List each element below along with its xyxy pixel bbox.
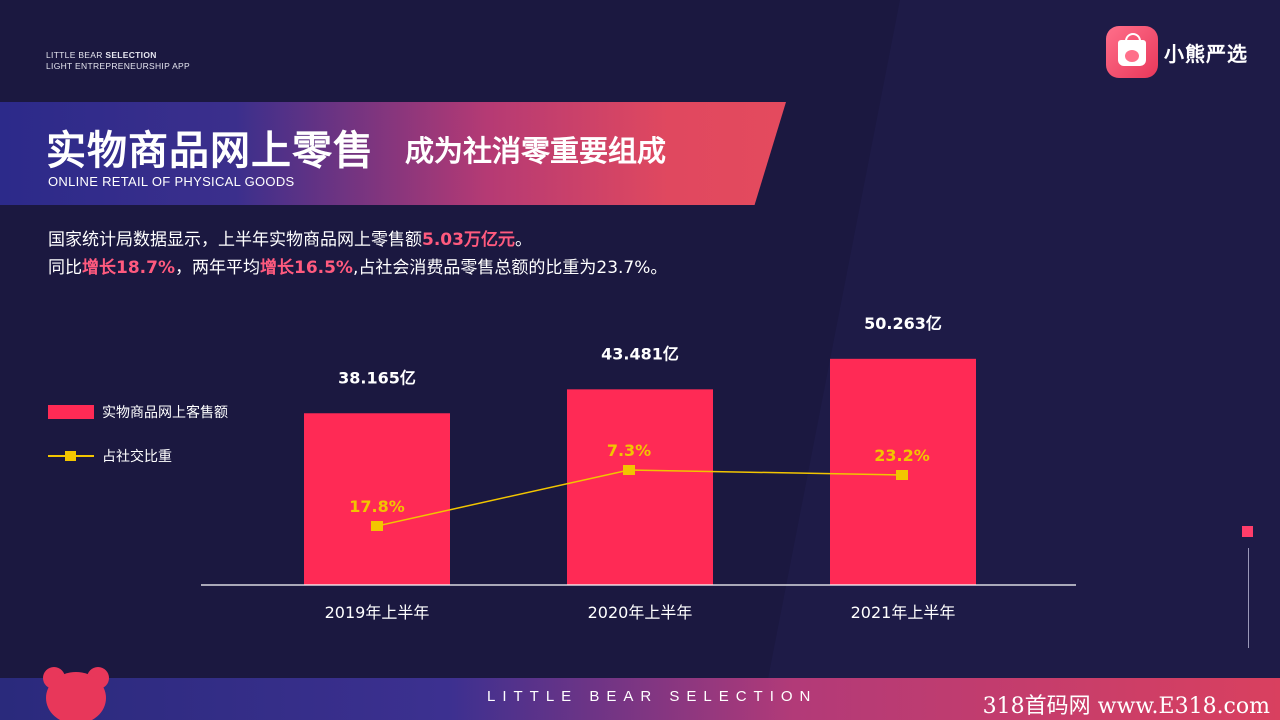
- shopping-bag-icon: [1106, 26, 1158, 78]
- line-point: [371, 521, 383, 531]
- desc-text: 国家统计局数据显示，上半年实物商品网上零售额: [48, 230, 422, 250]
- bar-value-label: 38.165亿: [338, 368, 416, 387]
- bar-1: [304, 413, 450, 585]
- desc-text: ，两年平均: [174, 258, 260, 278]
- legend-bar-swatch: [48, 405, 94, 419]
- desc-text: 同比: [48, 258, 82, 278]
- watermark: 318首码网 www.E318.com: [982, 694, 1270, 719]
- brand-line1-bold: SELECTION: [105, 50, 157, 60]
- description: 国家统计局数据显示，上半年实物商品网上零售额5.03万亿元。 同比增长18.7%…: [48, 226, 667, 282]
- page-subtitle: 成为社消零重要组成: [405, 134, 667, 168]
- desc-text: ,占社会消费品零售总额的比重为23.7%。: [352, 258, 668, 278]
- bar-value-label: 43.481亿: [601, 344, 679, 363]
- bear-head-icon: [43, 667, 109, 720]
- x-tick-label: 2021年上半年: [851, 603, 956, 622]
- line-value-label: 17.8%: [349, 497, 405, 516]
- brand-line2: LIGHT ENTREPRENEURSHIP APP: [46, 61, 190, 71]
- brand-line1: LITTLE BEAR: [46, 50, 106, 60]
- desc-highlight-average: 增长16.5%: [259, 258, 353, 278]
- line-value-label: 23.2%: [874, 446, 930, 465]
- legend-item-bar: 实物商品网上客售额: [48, 402, 228, 422]
- x-tick-label: 2020年上半年: [588, 603, 693, 622]
- app-name: 小熊严选: [1164, 41, 1248, 66]
- legend-item-line: 占社交比重: [48, 446, 228, 466]
- footer-text: LITTLE BEAR SELECTION: [487, 688, 818, 705]
- title-banner: [0, 102, 786, 205]
- brand-tagline: LITTLE BEAR SELECTION LIGHT ENTREPRENEUR…: [46, 50, 190, 72]
- legend-line-label: 占社交比重: [102, 449, 172, 465]
- line-point: [623, 465, 635, 475]
- app-logo: 小熊严选: [1106, 26, 1248, 78]
- bar-2: [567, 389, 713, 585]
- desc-highlight-growth: 增长18.7%: [82, 258, 175, 278]
- x-tick-label: 2019年上半年: [325, 603, 430, 622]
- title-english: ONLINE RETAIL OF PHYSICAL GOODS: [48, 174, 295, 189]
- desc-highlight-amount: 5.03万亿元: [422, 230, 515, 250]
- legend-line-swatch: [48, 449, 94, 463]
- line-value-label: 7.3%: [607, 441, 651, 460]
- decorative-square: [1242, 526, 1253, 537]
- page-title: 实物商品网上零售: [46, 128, 374, 174]
- desc-text: 。: [514, 230, 532, 250]
- footer-bar: [0, 678, 1280, 720]
- chart-legend: 实物商品网上客售额 占社交比重: [48, 402, 228, 490]
- legend-bar-label: 实物商品网上客售额: [102, 405, 228, 421]
- line-point: [896, 470, 908, 480]
- bar-value-label: 50.263亿: [864, 314, 942, 333]
- decorative-line: [1248, 548, 1249, 648]
